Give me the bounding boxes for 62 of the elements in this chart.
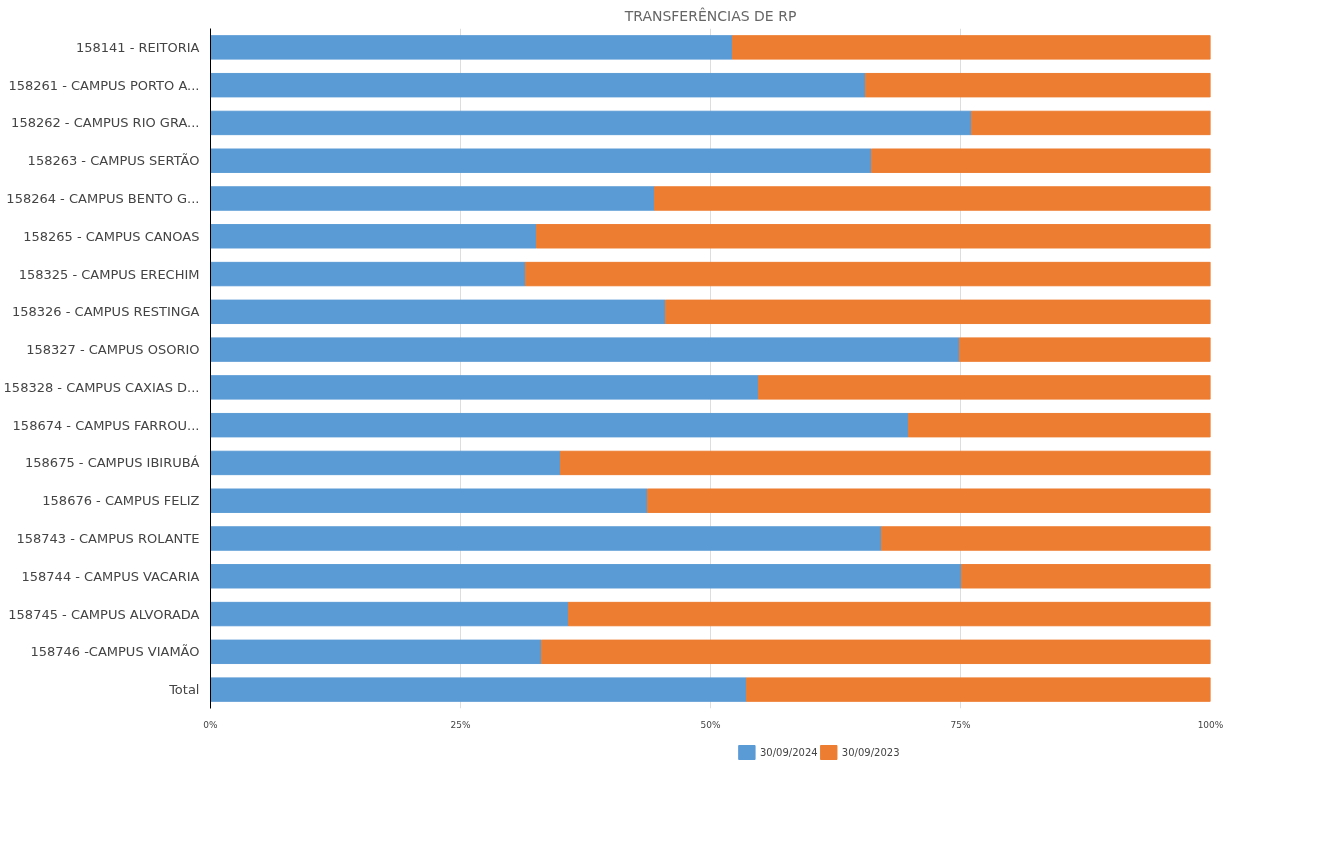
y-tick-label: 158261 - CAMPUS PORTO A... — [8, 77, 200, 93]
bar — [865, 72, 1211, 98]
bar — [210, 186, 655, 211]
y-tick-label: 158264 - CAMPUS BENTO G... — [6, 191, 200, 206]
y-tick-label: 158262 - CAMPUS RIO GRA... — [11, 115, 200, 131]
bar — [210, 261, 526, 287]
y-tick-label: 158265 - CAMPUS CANOAS — [23, 228, 200, 244]
bar — [210, 72, 866, 98]
bar — [210, 601, 569, 627]
chart-title: TRANSFERÊNCIAS DE RP — [623, 6, 797, 24]
bar — [210, 412, 909, 438]
y-tick-label: 158676 - CAMPUS FELIZ — [42, 493, 200, 509]
bar — [210, 299, 666, 325]
y-tick-label: 158328 - CAMPUS CAXIAS D... — [3, 379, 200, 395]
y-tick-label: 158745 - CAMPUS ALVORADA — [8, 606, 200, 622]
y-tick-label: 158675 - CAMPUS IBIRUBÁ — [25, 455, 200, 471]
y-tick-label: 158327 - CAMPUS OSORIO — [26, 342, 200, 358]
y-tick-label: Total — [168, 682, 200, 698]
bar — [210, 148, 872, 173]
y-tick-label: 158746 -CAMPUS VIAMÃO — [30, 644, 200, 660]
x-tick-label: 75% — [950, 719, 971, 730]
y-tick-label: 158326 - CAMPUS RESTINGA — [12, 304, 200, 320]
x-tick-label: 50% — [700, 719, 721, 730]
bar — [959, 337, 1211, 362]
bar — [746, 677, 1211, 702]
bar — [758, 375, 1211, 400]
bar — [210, 224, 537, 249]
bar — [871, 148, 1211, 173]
y-tick-label: 158744 - CAMPUS VACARIA — [21, 568, 200, 584]
y-tick-label: 158141 - REITORIA — [75, 39, 200, 55]
bar — [971, 110, 1211, 136]
bar — [665, 299, 1211, 325]
y-tick-label: 158325 - CAMPUS ERECHIM — [18, 266, 200, 282]
bar — [536, 224, 1211, 249]
y-tick-label: 158674 - CAMPUS FARROU... — [12, 417, 200, 433]
bar — [210, 375, 759, 400]
y-tick-label: 158743 - CAMPUS ROLANTE — [16, 531, 200, 546]
bar — [525, 261, 1211, 287]
x-tick-label: 100% — [1197, 719, 1224, 730]
bar — [210, 677, 747, 702]
bar — [568, 601, 1211, 627]
bar — [961, 564, 1211, 589]
y-tick-label: 158263 - CAMPUS SERTÃO — [27, 153, 200, 169]
bar — [210, 110, 972, 136]
bar — [210, 488, 648, 513]
legend-label: 30/09/2024 — [759, 747, 818, 758]
bar — [881, 526, 1211, 551]
legend-label: 30/09/2023 — [841, 747, 900, 758]
bar — [654, 186, 1211, 211]
bar — [210, 564, 962, 589]
x-tick-label: 25% — [450, 719, 471, 730]
bar — [732, 35, 1211, 60]
bar — [541, 639, 1211, 665]
bar — [908, 412, 1211, 438]
bar — [647, 488, 1211, 513]
x-tick-label: 0% — [203, 719, 219, 730]
bar — [210, 450, 561, 476]
bar — [210, 639, 542, 665]
bar — [210, 526, 882, 551]
bar — [210, 35, 733, 60]
bar — [560, 450, 1211, 476]
bar — [210, 337, 960, 362]
